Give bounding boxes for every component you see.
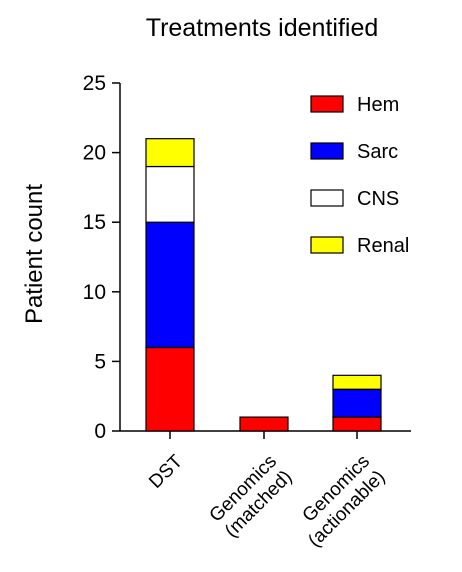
bar-segment-hem — [145, 346, 195, 432]
legend-label-renal: Renal — [357, 235, 409, 257]
x-tick-label-line: DST — [145, 451, 187, 493]
y-tick-label: 15 — [83, 211, 106, 234]
y-axis-label: Patient count — [21, 184, 48, 324]
y-tick-label: 25 — [83, 72, 106, 95]
x-tick-label: Genomics(matched) — [206, 451, 297, 542]
legend-label-hem: Hem — [357, 94, 399, 116]
chart-title: Treatments identified — [146, 14, 379, 42]
bar-segment-cns — [145, 165, 195, 223]
bar-segment-sarc — [332, 388, 382, 418]
legend: Hem Sarc CNS Renal — [310, 94, 409, 257]
legend-swatch-hem — [310, 95, 344, 113]
y-tick-label: 10 — [83, 281, 106, 304]
y-tick-label: 20 — [83, 142, 106, 165]
bar-segment-sarc — [145, 221, 195, 349]
bar-segment-hem — [239, 416, 289, 432]
bar-segment-renal — [332, 374, 382, 390]
y-tick-label: 5 — [94, 350, 106, 373]
y-tick-label: 0 — [94, 420, 106, 443]
legend-swatch-sarc — [310, 142, 344, 160]
legend-swatch-cns — [310, 189, 344, 207]
legend-label-sarc: Sarc — [357, 141, 398, 163]
legend-swatch-renal — [310, 236, 344, 254]
x-tick-label: Genomics(actionable) — [289, 451, 390, 552]
bar-segment-renal — [145, 138, 195, 168]
x-tick-label: DST — [145, 451, 187, 493]
bar-segment-hem — [332, 416, 382, 432]
legend-label-cns: CNS — [357, 188, 399, 210]
